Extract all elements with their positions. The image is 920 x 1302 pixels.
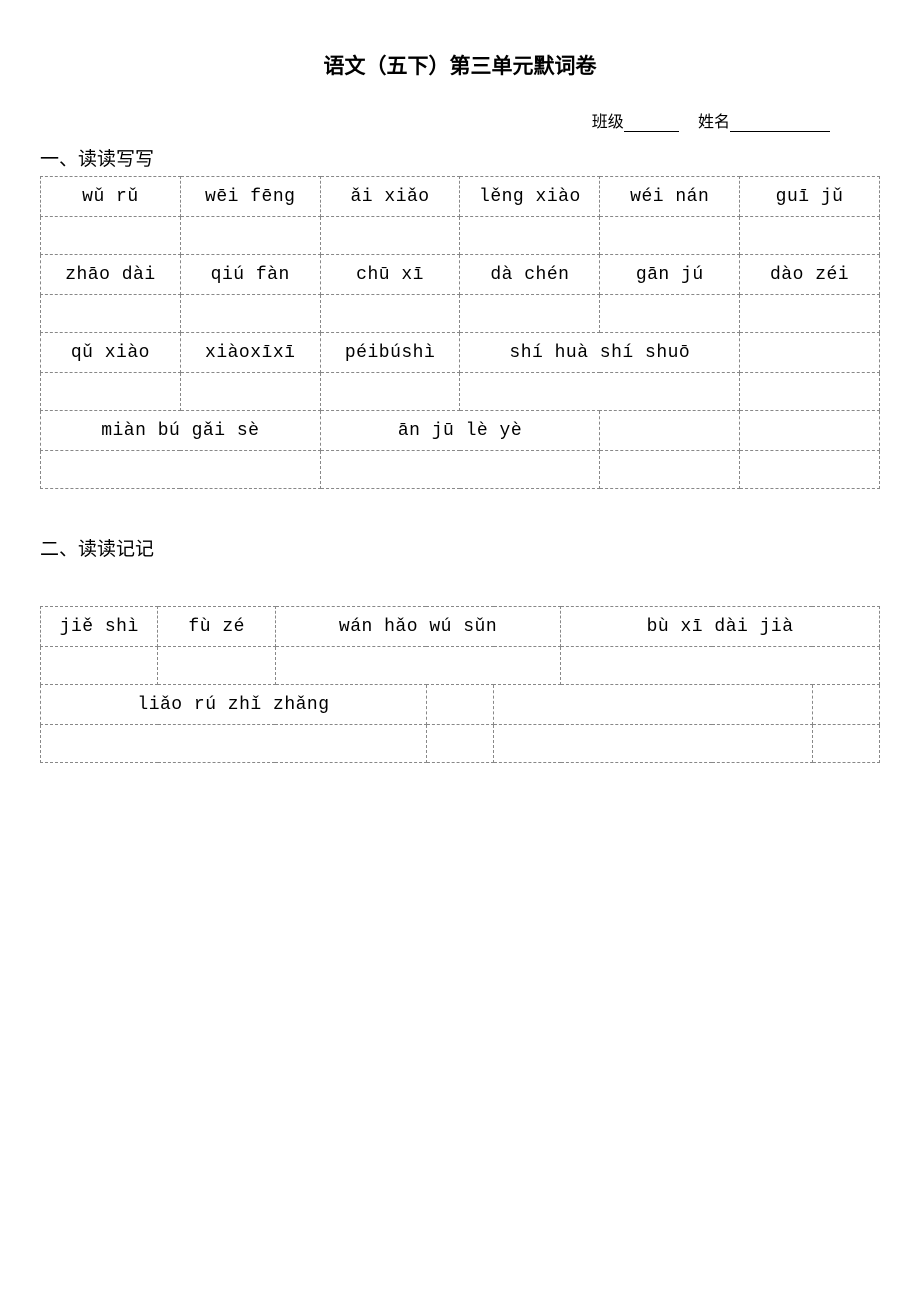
answer-cell[interactable] <box>320 217 460 255</box>
pinyin-cell: bù xī dài jià <box>561 607 880 647</box>
table-section1: wǔ rǔ wēi fēng ǎi xiǎo lěng xiào wéi nán… <box>40 176 880 489</box>
pinyin-cell: ān jū lè yè <box>320 411 600 451</box>
pinyin-cell <box>600 411 740 451</box>
student-info-line: 班级 姓名 <box>40 108 880 132</box>
pinyin-cell: ǎi xiǎo <box>320 177 460 217</box>
answer-cell[interactable] <box>180 373 320 411</box>
pinyin-cell: dà chén <box>460 255 600 295</box>
pinyin-cell: shí huà shí shuō <box>460 333 740 373</box>
pinyin-cell: qiú fàn <box>180 255 320 295</box>
pinyin-cell <box>740 333 880 373</box>
section1-header: 一、读读写写 <box>40 144 880 171</box>
pinyin-cell: qǔ xiào <box>41 333 181 373</box>
answer-cell[interactable] <box>740 451 880 489</box>
pinyin-cell: jiě shì <box>41 607 158 647</box>
answer-cell[interactable] <box>320 451 600 489</box>
pinyin-cell <box>812 685 879 725</box>
answer-cell[interactable] <box>180 217 320 255</box>
pinyin-cell: chū xī <box>320 255 460 295</box>
pinyin-cell: lěng xiào <box>460 177 600 217</box>
pinyin-cell: gān jú <box>600 255 740 295</box>
answer-cell[interactable] <box>41 373 181 411</box>
table-row: jiě shì fù zé wán hǎo wú sǔn bù xī dài j… <box>41 607 880 647</box>
answer-cell[interactable] <box>180 295 320 333</box>
pinyin-cell <box>494 685 813 725</box>
answer-cell[interactable] <box>41 725 427 763</box>
answer-cell[interactable] <box>460 217 600 255</box>
page-title: 语文（五下）第三单元默词卷 <box>40 50 880 80</box>
pinyin-cell: wǔ rǔ <box>41 177 181 217</box>
table-row <box>41 295 880 333</box>
name-label: 姓名 <box>698 114 730 132</box>
answer-cell[interactable] <box>275 647 560 685</box>
pinyin-cell: dào zéi <box>740 255 880 295</box>
pinyin-cell: liǎo rú zhǐ zhǎng <box>41 685 427 725</box>
table-row <box>41 217 880 255</box>
pinyin-cell: wán hǎo wú sǔn <box>275 607 560 647</box>
pinyin-cell: zhāo dài <box>41 255 181 295</box>
pinyin-cell: péibúshì <box>320 333 460 373</box>
answer-cell[interactable] <box>600 451 740 489</box>
class-label: 班级 <box>592 114 624 132</box>
answer-cell[interactable] <box>812 725 879 763</box>
pinyin-cell: wéi nán <box>600 177 740 217</box>
pinyin-cell: wēi fēng <box>180 177 320 217</box>
table-row <box>41 373 880 411</box>
answer-cell[interactable] <box>460 373 740 411</box>
answer-cell[interactable] <box>600 217 740 255</box>
pinyin-cell: miàn bú gǎi sè <box>41 411 321 451</box>
answer-cell[interactable] <box>600 295 740 333</box>
table-row <box>41 725 880 763</box>
answer-cell[interactable] <box>41 217 181 255</box>
table-section2: jiě shì fù zé wán hǎo wú sǔn bù xī dài j… <box>40 606 880 763</box>
pinyin-cell: xiàoxīxī <box>180 333 320 373</box>
pinyin-cell <box>740 411 880 451</box>
answer-cell[interactable] <box>41 295 181 333</box>
pinyin-cell: fù zé <box>158 607 275 647</box>
answer-cell[interactable] <box>494 725 813 763</box>
answer-cell[interactable] <box>158 647 275 685</box>
answer-cell[interactable] <box>320 295 460 333</box>
table-row <box>41 451 880 489</box>
answer-cell[interactable] <box>740 295 880 333</box>
table-row: qǔ xiào xiàoxīxī péibúshì shí huà shí sh… <box>41 333 880 373</box>
answer-cell[interactable] <box>460 295 600 333</box>
answer-cell[interactable] <box>320 373 460 411</box>
pinyin-cell: guī jǔ <box>740 177 880 217</box>
pinyin-cell <box>426 685 493 725</box>
class-blank[interactable] <box>624 131 679 132</box>
table-row: liǎo rú zhǐ zhǎng <box>41 685 880 725</box>
table-row <box>41 647 880 685</box>
name-blank[interactable] <box>730 131 830 132</box>
section2-header: 二、读读记记 <box>40 534 880 561</box>
table-row: wǔ rǔ wēi fēng ǎi xiǎo lěng xiào wéi nán… <box>41 177 880 217</box>
table-row: zhāo dài qiú fàn chū xī dà chén gān jú d… <box>41 255 880 295</box>
table-row: miàn bú gǎi sè ān jū lè yè <box>41 411 880 451</box>
answer-cell[interactable] <box>426 725 493 763</box>
answer-cell[interactable] <box>41 451 321 489</box>
answer-cell[interactable] <box>740 217 880 255</box>
answer-cell[interactable] <box>41 647 158 685</box>
answer-cell[interactable] <box>740 373 880 411</box>
answer-cell[interactable] <box>561 647 880 685</box>
